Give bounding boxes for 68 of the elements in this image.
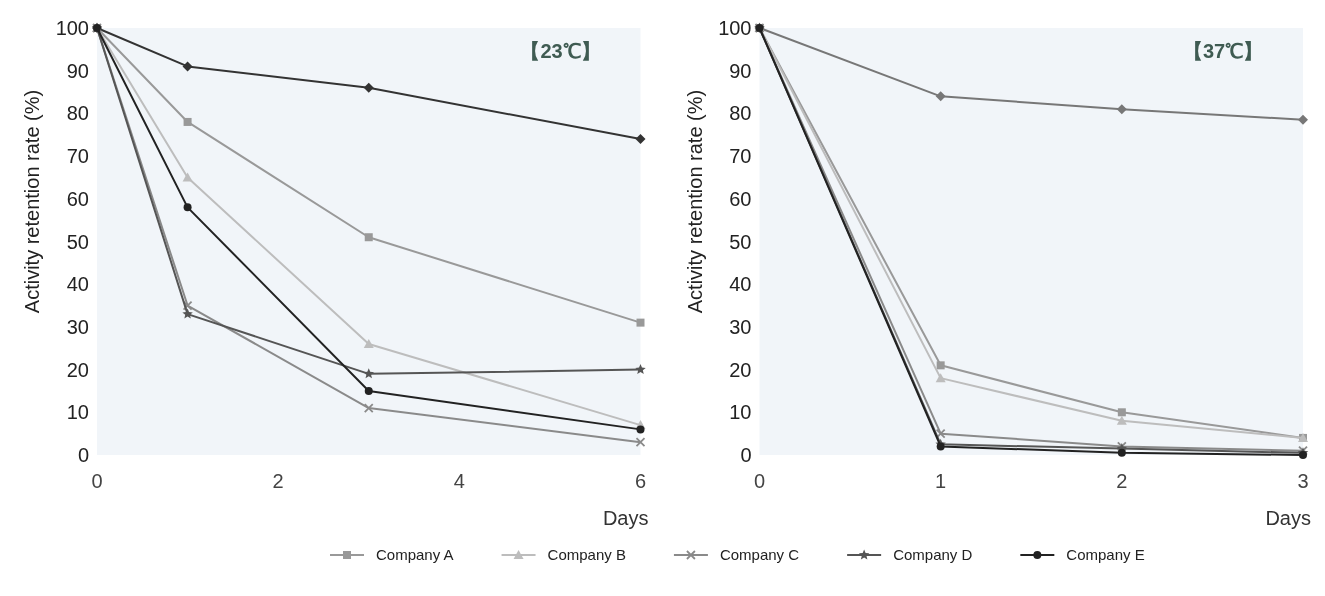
y-tick-label: 30: [66, 315, 89, 338]
point: [363, 82, 374, 93]
point: [1299, 451, 1307, 459]
point: [935, 91, 946, 102]
point: [636, 425, 645, 434]
x-tick-label: 0: [91, 470, 103, 492]
y-tick-label: 60: [729, 187, 752, 210]
point: [364, 386, 373, 395]
point: [635, 437, 646, 448]
y-tick-label: 90: [66, 59, 89, 82]
x-tick-label: 1: [935, 470, 947, 492]
y-tick-label: 70: [66, 145, 89, 168]
point: [635, 134, 646, 145]
point: [363, 368, 374, 379]
y-tick-label: 40: [66, 273, 89, 296]
point: [363, 403, 374, 413]
y-axis-title: Activity retention rate (%): [683, 89, 706, 314]
x-tick-label: 3: [1297, 470, 1309, 492]
legend-label: Company B: [547, 546, 626, 563]
point: [1298, 114, 1308, 125]
y-tick-label: 100: [55, 17, 89, 39]
y-tick-label: 60: [66, 187, 89, 210]
x-tick-label: 0: [753, 470, 766, 492]
x-tick-label: 4: [453, 470, 465, 492]
point: [1116, 415, 1127, 425]
annotation: 【23℃】: [520, 40, 601, 62]
point: [935, 428, 946, 439]
point: [636, 318, 645, 327]
point: [936, 442, 945, 451]
y-tick-label: 50: [729, 230, 752, 253]
point: [935, 373, 946, 383]
y-tick-label: 20: [729, 358, 752, 381]
point: [635, 364, 646, 375]
point: [1117, 408, 1126, 417]
y-tick-label: 10: [729, 401, 752, 424]
y-tick-label: 20: [66, 358, 89, 381]
point: [1116, 104, 1127, 115]
x-axis-title: Days: [1265, 507, 1311, 529]
x-tick-label: 2: [272, 470, 284, 492]
point: [183, 117, 192, 126]
point: [1117, 448, 1126, 457]
x-tick-label: 2: [1116, 470, 1128, 492]
y-tick-label: 30: [729, 315, 752, 338]
y-tick-label: 100: [718, 17, 752, 39]
y-tick-label: 80: [729, 102, 752, 125]
y-tick-label: 0: [740, 444, 752, 466]
y-tick-label: 80: [66, 102, 89, 125]
point: [936, 361, 945, 370]
point: [182, 308, 193, 319]
legend-label: Company E: [1066, 546, 1145, 563]
y-tick-label: 90: [729, 59, 752, 82]
y-tick-label: 50: [66, 230, 89, 253]
point: [364, 233, 373, 242]
y-tick-label: 10: [66, 401, 89, 424]
legend-label: Company C: [719, 546, 800, 563]
x-tick-label: 6: [634, 470, 647, 492]
x-axis-title: Days: [602, 507, 649, 529]
y-tick-label: 0: [77, 444, 89, 466]
point: [182, 300, 193, 311]
legend-label: Company D: [893, 546, 973, 563]
y-axis-title: Activity retention rate (%): [21, 89, 43, 314]
legend-label: Company A: [376, 546, 454, 563]
point: [363, 338, 374, 348]
annotation: 【37℃】: [1182, 40, 1264, 62]
point: [183, 203, 192, 212]
point: [182, 61, 193, 72]
y-tick-label: 40: [729, 273, 752, 296]
y-tick-label: 70: [729, 145, 752, 168]
